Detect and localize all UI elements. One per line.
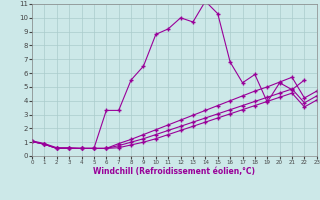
X-axis label: Windchill (Refroidissement éolien,°C): Windchill (Refroidissement éolien,°C) (93, 167, 255, 176)
